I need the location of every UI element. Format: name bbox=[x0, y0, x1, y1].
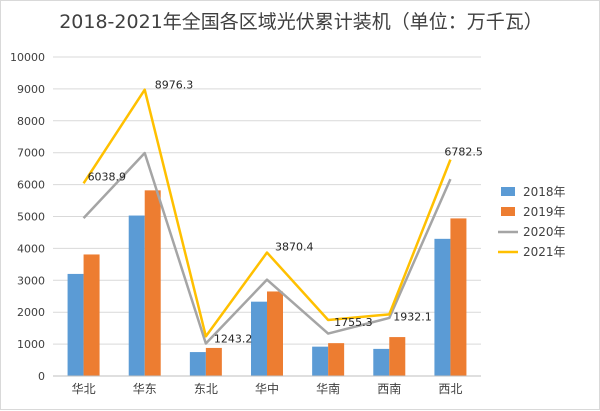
y-tick-label: 2000 bbox=[17, 306, 45, 319]
bar-2018年 bbox=[189, 352, 206, 376]
x-category-label: 东北 bbox=[194, 382, 218, 396]
bar-2018年 bbox=[373, 348, 390, 376]
y-tick-label: 3000 bbox=[17, 274, 45, 287]
y-tick-label: 1000 bbox=[17, 338, 45, 351]
x-category-label: 华东 bbox=[133, 382, 157, 396]
data-labels: 6038.9 8976.3 1243.2 3870.4 1755.3 1932.1 6782… bbox=[88, 79, 483, 346]
line-series-2021年 bbox=[82, 88, 452, 338]
bar-2019年 bbox=[144, 190, 161, 376]
bar-2018年 bbox=[128, 215, 145, 376]
y-tick-label: 7000 bbox=[17, 147, 45, 160]
x-category-label: 西南 bbox=[377, 381, 401, 396]
bar-2018年 bbox=[434, 238, 451, 376]
y-tick-label: 4000 bbox=[17, 242, 45, 255]
gridlines bbox=[53, 56, 481, 345]
legend-label: 2019年 bbox=[523, 205, 566, 219]
chart-title: 2018-2021年全国各区域光伏累计装机（单位：万千瓦） bbox=[59, 11, 543, 33]
y-tick-label: 10000 bbox=[10, 51, 45, 64]
bar-2019年 bbox=[328, 343, 345, 376]
bar-2018年 bbox=[67, 273, 84, 376]
x-category-label: 华南 bbox=[316, 381, 340, 396]
data-label: 1755.3 bbox=[334, 316, 373, 329]
data-label: 6782.5 bbox=[444, 146, 483, 159]
legend-label: 2020年 bbox=[523, 225, 566, 239]
line-series-2020年 bbox=[82, 151, 452, 345]
y-tick-label: 8000 bbox=[17, 115, 45, 128]
x-axis-categories: 华北 华东 东北 华中 华南 西南 西北 bbox=[72, 381, 463, 396]
data-label: 1243.2 bbox=[214, 332, 253, 345]
bar-2019年 bbox=[267, 291, 283, 376]
bar-2019年 bbox=[450, 218, 467, 376]
bar-2019年 bbox=[83, 254, 100, 376]
data-label: 8976.3 bbox=[155, 79, 194, 92]
legend-swatch bbox=[501, 187, 515, 196]
y-tick-label: 0 bbox=[38, 370, 45, 383]
x-category-label: 华中 bbox=[255, 381, 279, 396]
legend-label: 2021年 bbox=[523, 245, 566, 259]
x-category-label: 西北 bbox=[438, 382, 462, 396]
bar-2019年 bbox=[205, 347, 222, 376]
legend: 2018年 2019年 2020年 2021年 bbox=[498, 185, 566, 259]
y-tick-label: 6000 bbox=[17, 179, 45, 192]
data-label: 3870.4 bbox=[275, 241, 314, 254]
y-tick-label: 9000 bbox=[17, 83, 45, 96]
series-lines bbox=[82, 88, 452, 345]
bar-2018年 bbox=[312, 346, 329, 376]
bar-2018年 bbox=[251, 301, 267, 376]
x-category-label: 华北 bbox=[72, 382, 96, 396]
data-label: 1932.1 bbox=[393, 310, 432, 323]
bar-2019年 bbox=[389, 337, 406, 376]
y-axis-ticks: 0 1000 2000 3000 4000 5000 6000 7000 8000 9000 100… bbox=[10, 51, 45, 383]
data-label: 6038.9 bbox=[88, 170, 127, 183]
legend-swatch bbox=[501, 207, 515, 216]
y-tick-label: 5000 bbox=[17, 211, 45, 224]
legend-label: 2018年 bbox=[523, 185, 566, 199]
bars bbox=[67, 190, 467, 376]
